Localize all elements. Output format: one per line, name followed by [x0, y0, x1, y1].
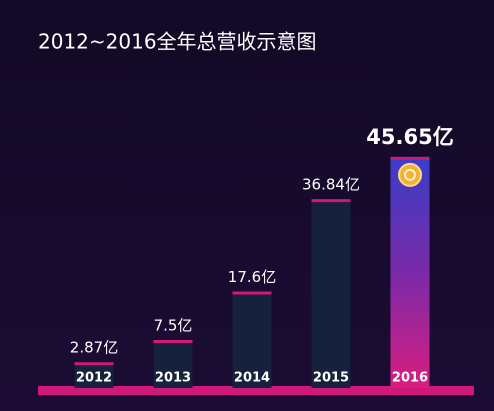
x-tick-label: 2014 [234, 371, 270, 386]
x-tick-label: 2016 [392, 371, 428, 386]
chart-title: 2012~2016全年总营收示意图 [38, 30, 317, 54]
bar-top [232, 291, 272, 295]
baseline-bar [38, 386, 474, 395]
bar-top [74, 362, 114, 366]
bar [153, 340, 193, 388]
bar-top [311, 199, 351, 203]
x-tick-label: 2013 [155, 371, 191, 386]
value-label: 36.84亿 [302, 176, 360, 194]
bar [311, 199, 351, 388]
bar-top [153, 340, 193, 343]
x-tick-label: 2015 [313, 371, 349, 386]
bar [74, 362, 114, 388]
bar-top [390, 156, 430, 160]
value-label: 2.87亿 [70, 339, 118, 357]
value-label: 45.65亿 [366, 125, 453, 149]
coin-icon [398, 162, 422, 187]
x-tick-label: 2012 [76, 371, 112, 386]
value-label: 7.5亿 [154, 317, 193, 335]
coin-icon-inner [404, 168, 416, 181]
bar [232, 291, 272, 388]
bar [390, 156, 430, 388]
value-label: 17.6亿 [228, 268, 276, 286]
